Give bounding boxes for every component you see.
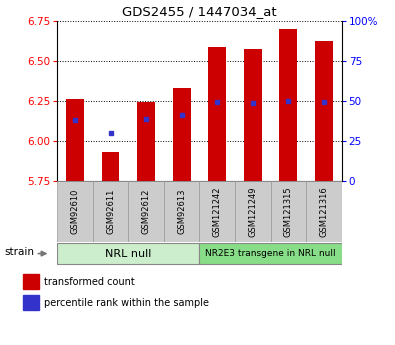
- Bar: [173, 88, 191, 181]
- Title: GDS2455 / 1447034_at: GDS2455 / 1447034_at: [122, 5, 277, 18]
- Bar: [315, 41, 333, 181]
- Text: percentile rank within the sample: percentile rank within the sample: [44, 298, 209, 308]
- Text: GSM92610: GSM92610: [71, 189, 79, 234]
- Bar: [23, 295, 39, 310]
- Text: GSM121315: GSM121315: [284, 186, 293, 237]
- Bar: [199, 181, 235, 241]
- Text: GSM121242: GSM121242: [213, 186, 222, 237]
- Bar: [102, 152, 120, 181]
- Bar: [66, 99, 84, 181]
- Text: GSM121249: GSM121249: [248, 186, 257, 237]
- Bar: [57, 243, 199, 264]
- Text: GSM92611: GSM92611: [106, 189, 115, 234]
- Text: GSM121316: GSM121316: [320, 186, 328, 237]
- Text: transformed count: transformed count: [44, 277, 135, 287]
- Bar: [280, 29, 297, 181]
- Text: NR2E3 transgene in NRL null: NR2E3 transgene in NRL null: [205, 249, 336, 258]
- Bar: [164, 181, 199, 241]
- Bar: [306, 181, 342, 241]
- Bar: [93, 181, 128, 241]
- Text: strain: strain: [5, 247, 35, 257]
- Bar: [128, 181, 164, 241]
- Text: GSM92613: GSM92613: [177, 189, 186, 234]
- Text: GSM92612: GSM92612: [142, 189, 150, 234]
- Bar: [209, 47, 226, 181]
- Bar: [23, 274, 39, 289]
- Bar: [235, 181, 271, 241]
- Bar: [57, 181, 93, 241]
- Bar: [137, 102, 155, 181]
- Bar: [199, 243, 342, 264]
- Bar: [271, 181, 306, 241]
- Bar: [244, 49, 262, 181]
- Text: NRL null: NRL null: [105, 249, 152, 258]
